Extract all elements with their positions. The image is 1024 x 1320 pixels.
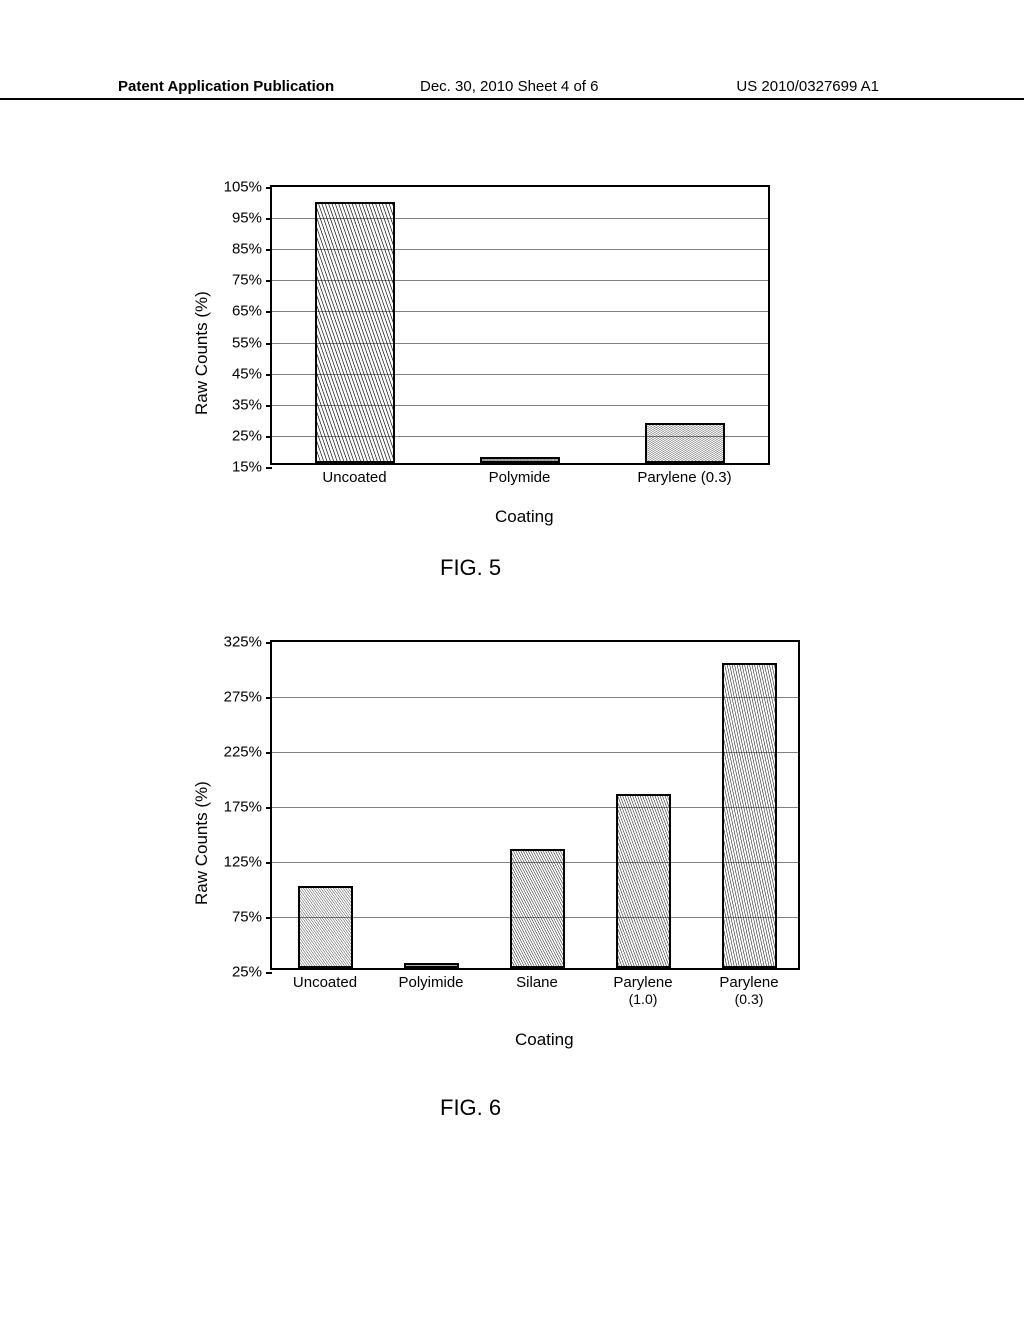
y-tick — [266, 917, 272, 919]
bar — [616, 794, 671, 968]
header-left: Patent Application Publication — [118, 78, 334, 95]
y-tick — [266, 343, 272, 345]
y-tick — [266, 405, 272, 407]
y-tick — [266, 218, 272, 220]
gridline — [272, 752, 798, 753]
x-tick-label: Uncoated — [322, 469, 386, 486]
y-tick — [266, 697, 272, 699]
y-tick-label: 75% — [232, 272, 262, 289]
y-tick-label: 125% — [224, 854, 262, 871]
y-tick-label: 45% — [232, 365, 262, 382]
y-tick-label: 15% — [232, 459, 262, 476]
x-axis-label: Coating — [515, 1030, 574, 1050]
header-center: Dec. 30, 2010 Sheet 4 of 6 — [420, 78, 598, 95]
x-tick-label: Polyimide — [398, 974, 463, 991]
plot-area: 25%75%125%175%225%275%325%UncoatedPolyim… — [270, 640, 800, 970]
y-tick-label: 225% — [224, 744, 262, 761]
gridline — [272, 807, 798, 808]
x-tick-label: Polymide — [489, 469, 551, 486]
y-tick — [266, 374, 272, 376]
y-tick-label: 25% — [232, 964, 262, 981]
figure-6-caption: FIG. 6 — [440, 1095, 501, 1121]
y-tick-label: 105% — [224, 179, 262, 196]
page-header: Patent Application Publication Dec. 30, … — [0, 78, 1024, 100]
figure-5-caption: FIG. 5 — [440, 555, 501, 581]
y-axis-label: Raw Counts (%) — [192, 781, 212, 905]
y-tick-label: 35% — [232, 396, 262, 413]
figure-6: Raw Counts (%) 25%75%125%175%225%275%325… — [200, 640, 800, 1040]
x-tick-label: Uncoated — [293, 974, 357, 991]
header-right: US 2010/0327699 A1 — [736, 78, 879, 95]
x-tick-label: Parylene (0.3) — [637, 469, 731, 486]
plot-area: 15%25%35%45%55%65%75%85%95%105%UncoatedP… — [270, 185, 770, 465]
y-tick — [266, 807, 272, 809]
y-tick — [266, 862, 272, 864]
y-tick-label: 325% — [224, 634, 262, 651]
y-tick — [266, 972, 272, 974]
y-tick-label: 25% — [232, 427, 262, 444]
x-tick-label: Parylene(1.0) — [613, 974, 672, 1007]
y-tick — [266, 642, 272, 644]
bar — [298, 886, 353, 969]
y-tick — [266, 467, 272, 469]
y-tick-label: 275% — [224, 689, 262, 706]
y-tick-label: 75% — [232, 909, 262, 926]
figure-5: Raw Counts (%) 15%25%35%45%55%65%75%85%9… — [200, 185, 770, 525]
x-tick-label: Parylene(0.3) — [719, 974, 778, 1007]
y-tick — [266, 436, 272, 438]
bar — [645, 423, 725, 463]
y-tick — [266, 187, 272, 189]
y-tick — [266, 280, 272, 282]
y-tick — [266, 752, 272, 754]
y-tick-label: 85% — [232, 241, 262, 258]
bar — [404, 963, 459, 969]
bar — [480, 457, 560, 463]
y-axis-label: Raw Counts (%) — [192, 291, 212, 415]
bar — [315, 202, 395, 463]
bar — [722, 663, 777, 968]
y-tick — [266, 249, 272, 251]
bar — [510, 849, 565, 968]
x-tick-label: Silane — [516, 974, 558, 991]
y-tick-label: 175% — [224, 799, 262, 816]
y-tick-label: 65% — [232, 303, 262, 320]
x-axis-label: Coating — [495, 507, 554, 527]
y-tick-label: 95% — [232, 210, 262, 227]
y-tick — [266, 311, 272, 313]
gridline — [272, 697, 798, 698]
y-tick-label: 55% — [232, 334, 262, 351]
